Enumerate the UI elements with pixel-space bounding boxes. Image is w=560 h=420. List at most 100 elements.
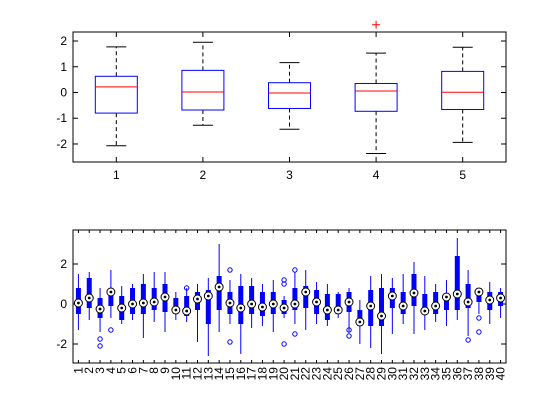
outlier-marker — [97, 343, 103, 349]
y-tick-label: 1 — [60, 60, 67, 74]
x-tick-label: 32 — [407, 367, 421, 381]
median-dot — [131, 302, 134, 306]
box — [181, 69, 225, 111]
box — [292, 288, 298, 310]
median-dot — [304, 290, 308, 294]
x-tick-label: 9 — [158, 367, 172, 374]
median-dot — [217, 285, 221, 289]
outlier-marker — [372, 20, 381, 29]
x-tick-label: 17 — [245, 367, 259, 381]
x-tick-label: 15 — [223, 367, 237, 381]
x-tick-label: 20 — [277, 367, 291, 381]
x-tick-label: 21 — [288, 367, 302, 381]
outlier-marker — [227, 267, 233, 273]
outlier-marker — [183, 285, 190, 291]
median-dot — [455, 292, 459, 296]
y-tick-label: 2 — [60, 257, 67, 271]
box — [184, 296, 190, 316]
x-tick-label: 14 — [212, 367, 226, 381]
median-dot — [401, 304, 405, 308]
box — [443, 294, 449, 310]
x-tick-label: 27 — [353, 367, 367, 381]
x-tick-label: 29 — [375, 367, 389, 381]
bottom-boxplot-panel: -202123456789101112131415161718192021222… — [56, 229, 508, 381]
median-dot — [239, 306, 243, 310]
y-tick-label: 0 — [60, 85, 67, 99]
x-tick-label: 24 — [320, 367, 334, 381]
box — [422, 294, 428, 312]
x-tick-label: 2 — [200, 168, 207, 182]
outlier-marker — [476, 329, 482, 335]
median-dot — [141, 301, 145, 305]
outlier-marker — [281, 277, 287, 283]
outlier-marker — [108, 327, 114, 333]
x-tick-label: 13 — [201, 367, 215, 381]
box — [335, 294, 341, 314]
median-dot — [250, 302, 254, 306]
x-tick-label: 31 — [396, 367, 410, 381]
median-dot — [477, 290, 481, 294]
median-dot — [358, 320, 362, 324]
median-dot — [196, 297, 199, 301]
outlier-marker — [465, 337, 471, 343]
outlier-marker — [292, 331, 298, 337]
box — [268, 82, 311, 109]
median-dot — [412, 291, 416, 295]
median-dot — [163, 295, 167, 299]
x-tick-label: 26 — [342, 367, 356, 381]
x-tick-label: 5 — [459, 168, 466, 182]
outlier-marker — [476, 315, 482, 321]
median-dot — [98, 307, 102, 311]
median-dot — [206, 294, 210, 298]
x-tick-label: 7 — [136, 367, 150, 374]
box — [454, 256, 460, 310]
y-tick-label: -1 — [56, 111, 67, 125]
x-tick-label: 19 — [266, 367, 280, 381]
median-dot — [293, 302, 297, 306]
box — [205, 290, 211, 324]
median-dot — [77, 301, 80, 305]
x-tick-label: 4 — [373, 168, 380, 182]
y-tick-label: 2 — [60, 34, 67, 48]
median-dot — [325, 308, 329, 312]
box — [465, 284, 471, 308]
outlier-marker — [281, 341, 287, 347]
y-tick-label: -2 — [56, 337, 67, 351]
outlier-marker — [227, 339, 233, 345]
outlier-marker — [346, 333, 352, 339]
median-dot — [228, 301, 232, 305]
median-dot — [434, 304, 438, 308]
x-tick-label: 34 — [429, 367, 443, 381]
outlier-marker — [346, 327, 352, 333]
x-tick-label: 23 — [310, 367, 324, 381]
x-tick-label: 22 — [299, 367, 313, 381]
x-tick-label: 39 — [483, 367, 497, 381]
box — [441, 70, 485, 110]
top-boxplot-panel: -2 -1 0 1 2 1 2 3 4 5 — [56, 20, 507, 182]
median-dot — [445, 295, 448, 299]
x-tick-label: 37 — [461, 367, 475, 381]
box — [94, 75, 138, 114]
x-tick-label: 2 — [82, 367, 96, 374]
x-tick-label: 25 — [331, 367, 345, 381]
box — [379, 288, 385, 326]
x-tick-label: 38 — [472, 367, 486, 381]
box — [303, 286, 309, 308]
outlier-marker — [97, 336, 103, 342]
median-dot — [282, 306, 286, 310]
median-dot — [174, 308, 178, 312]
x-tick-label: 5 — [115, 367, 129, 374]
median-dot — [380, 314, 383, 318]
median-dot — [152, 300, 156, 304]
median-dot — [261, 305, 264, 309]
x-tick-label: 1 — [113, 168, 120, 182]
x-tick-label: 28 — [364, 367, 378, 381]
median-dot — [499, 296, 502, 300]
x-tick-label: 36 — [450, 367, 464, 381]
box — [108, 290, 114, 306]
x-tick-label: 8 — [147, 367, 161, 374]
y-tick-label: -2 — [56, 137, 67, 151]
x-tick-label: 33 — [418, 367, 432, 381]
median-dot — [466, 300, 470, 304]
